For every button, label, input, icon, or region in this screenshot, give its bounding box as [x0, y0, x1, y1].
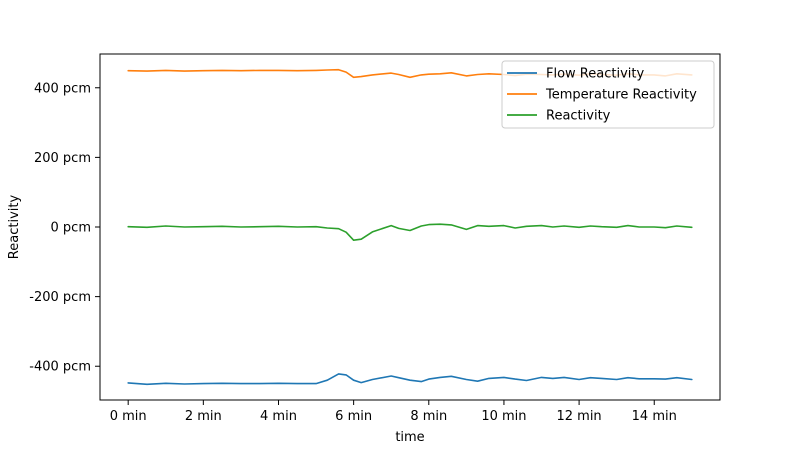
legend-box	[501, 60, 715, 129]
legend-label-2: Reactivity	[546, 109, 611, 124]
y-axis: 400 pcm 200 pcm 0 pcm -200 pcm -400 pcm	[29, 81, 100, 375]
x-tick-label: 10 min	[481, 409, 526, 424]
y-axis-label: Reactivity	[7, 195, 22, 260]
legend-label-0: Flow Reactivity	[546, 67, 644, 82]
x-axis-label: time	[395, 430, 424, 445]
legend-label-1: Temperature Reactivity	[545, 88, 697, 103]
y-tick-label: -400 pcm	[29, 360, 91, 375]
y-tick-label: 200 pcm	[34, 151, 91, 166]
y-tick-label: -200 pcm	[29, 290, 91, 305]
x-axis: 0 min 2 min 4 min 6 min 8 min 10 min 12 min 14 …	[110, 400, 677, 424]
x-tick-label: 4 min	[260, 409, 297, 424]
x-tick-label: 12 min	[556, 409, 601, 424]
legend: Flow Reactivity Temperature Reactivity Rea…	[501, 60, 715, 129]
x-tick-label: 2 min	[185, 409, 222, 424]
x-tick-label: 8 min	[410, 409, 447, 424]
series-line-2	[127, 223, 693, 241]
x-tick-label: 14 min	[632, 409, 677, 424]
y-tick-label: 0 pcm	[51, 221, 91, 236]
x-tick-label: 6 min	[335, 409, 372, 424]
y-tick-label: 400 pcm	[34, 81, 91, 96]
x-tick-label: 0 min	[110, 409, 147, 424]
series-line-0	[127, 373, 693, 386]
